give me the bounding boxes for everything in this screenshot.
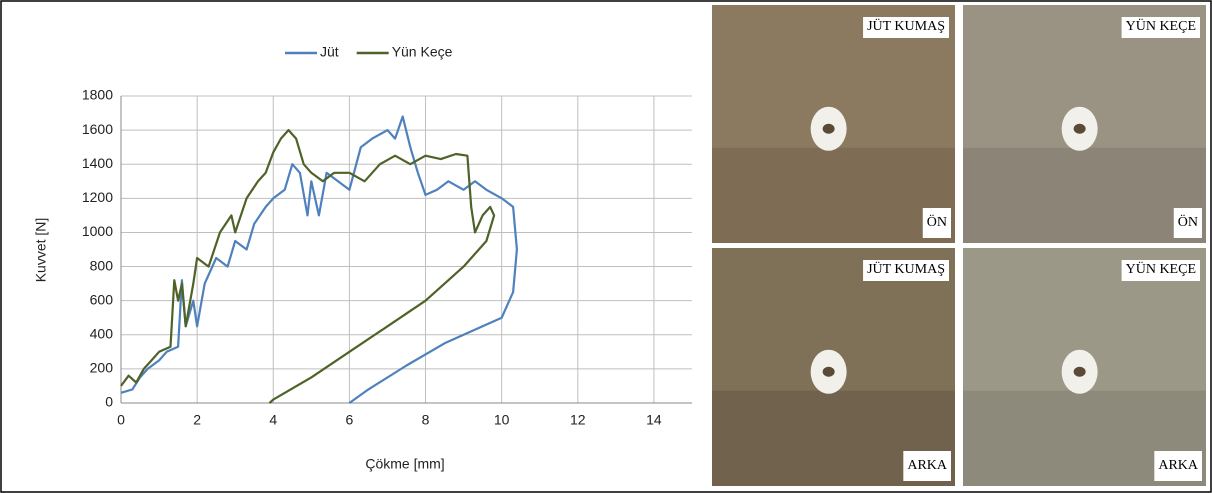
x-tick-label: 12 [570,412,586,428]
puncture-core [823,367,835,377]
photo-bottom-label: ARKA [907,458,948,473]
legend-label: Jüt [320,44,339,60]
photo-top-label: JÜT KUMAŞ [867,17,945,34]
legend-label: Yün Keçe [392,44,453,60]
y-tick-label: 400 [90,325,114,341]
y-tick-label: 1000 [82,223,113,239]
puncture-core [1074,367,1086,377]
x-axis-label: Çökme [mm] [365,456,444,472]
x-tick-label: 8 [422,412,430,428]
puncture-core [1074,124,1086,134]
x-tick-label: 14 [646,412,662,428]
figure: Çökme [mm] Kuvvet [N] 0 200 400 600 800 1000 1… [0,0,1212,493]
y-tick-label: 1600 [82,121,113,137]
y-tick-label: 1200 [82,189,113,205]
y-tick-label: 600 [90,291,114,307]
photo-shade [963,148,1206,243]
y-axis-label: Kuvvet [N] [33,218,49,283]
y-tick-label: 0 [105,394,113,410]
photo-bottom-label: ÖN [927,213,947,230]
x-tick-label: 0 [117,412,125,428]
x-tick-label: 10 [494,412,510,428]
x-tick-label: 2 [193,412,201,428]
photo-top-label: YÜN KEÇE [1126,260,1196,277]
y-tick-label: 200 [90,360,114,376]
photo-top-label: YÜN KEÇE [1126,17,1196,34]
puncture-core [823,124,835,134]
y-tick-label: 800 [90,257,114,273]
photo-bottom-label: ARKA [1158,458,1199,473]
y-tick-label: 1400 [82,155,113,171]
x-tick-label: 4 [269,412,277,428]
photo-top-label: JÜT KUMAŞ [867,260,945,277]
x-tick-label: 6 [346,412,354,428]
photo-shade [712,148,955,243]
photo-bottom-label: ÖN [1178,213,1198,230]
y-tick-label: 1800 [82,87,113,103]
